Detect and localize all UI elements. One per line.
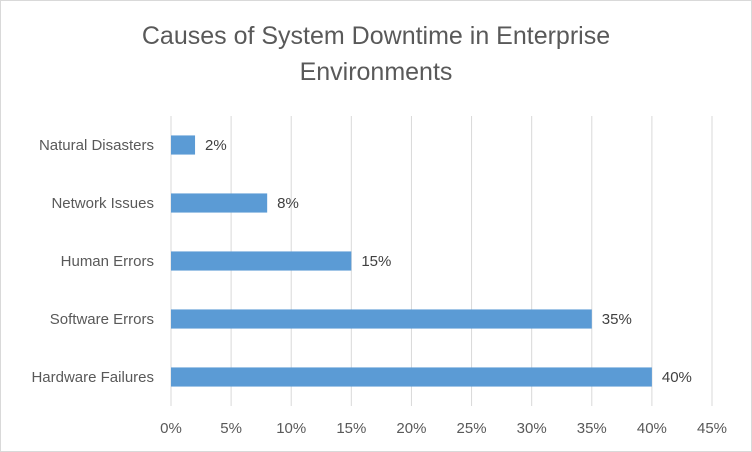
bars [171, 135, 652, 387]
x-tick-label: 15% [336, 420, 366, 437]
bar [171, 251, 352, 271]
x-tick-label: 5% [220, 420, 242, 437]
data-label: 15% [361, 253, 391, 270]
category-label: Hardware Failures [31, 369, 154, 386]
data-labels: 2% 8% 15% 35% 40% [205, 137, 692, 386]
category-labels: Natural Disasters Network Issues Human Err… [31, 137, 154, 386]
data-label: 40% [662, 369, 692, 386]
x-tick-label: 10% [276, 420, 306, 437]
x-tick-label: 45% [697, 420, 727, 437]
data-label: 8% [277, 195, 299, 212]
data-label: 35% [602, 311, 632, 328]
data-label: 2% [205, 137, 227, 154]
category-label: Software Errors [50, 311, 154, 328]
x-tick-label: 35% [577, 420, 607, 437]
x-tick-label: 30% [517, 420, 547, 437]
bar [171, 367, 652, 387]
category-label: Human Errors [61, 253, 154, 270]
x-tick-label: 20% [396, 420, 426, 437]
category-label: Natural Disasters [39, 137, 154, 154]
bar [171, 135, 196, 155]
x-axis-tick-labels: 0% 5% 10% 15% 20% 25% 30% 35% 40% 45% [160, 420, 727, 437]
x-tick-label: 0% [160, 420, 182, 437]
bar [171, 193, 268, 213]
x-tick-label: 40% [637, 420, 667, 437]
chart-title: Causes of System Downtime in Enterprise E… [141, 22, 611, 86]
bar [171, 309, 592, 329]
x-tick-label: 25% [457, 420, 487, 437]
category-label: Network Issues [51, 195, 154, 212]
